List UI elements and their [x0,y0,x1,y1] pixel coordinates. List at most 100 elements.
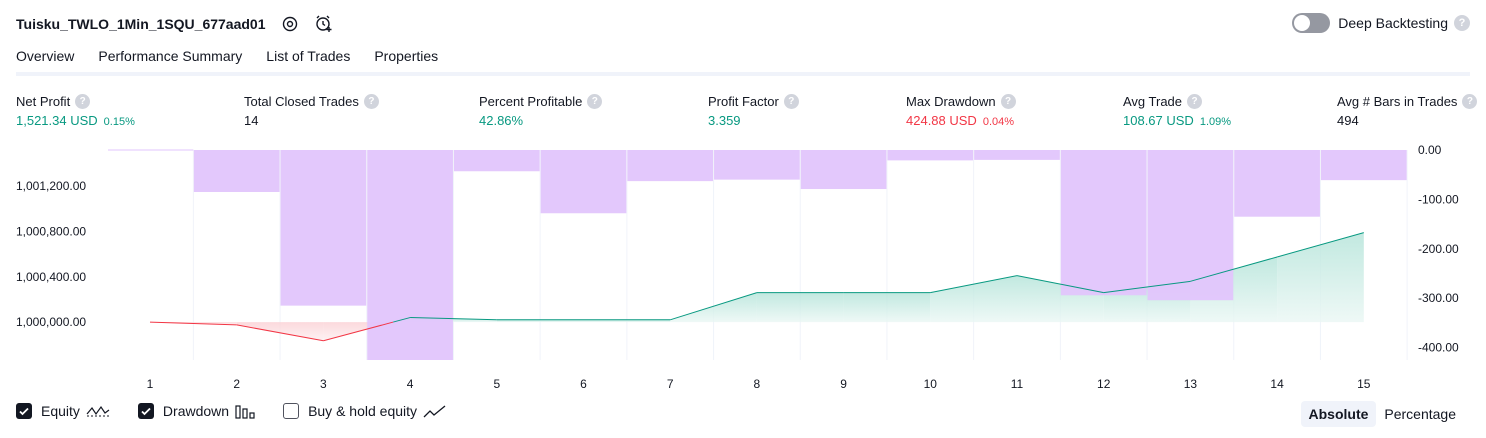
legend-buy-hold-label: Buy & hold equity [308,403,418,419]
strategy-header: Tuisku_TWLO_1Min_1SQU_677aad01 [16,12,334,36]
drawdown-bar [453,150,540,172]
stat-label: Total Closed Trades [244,94,359,109]
percentage-button[interactable]: Percentage [1384,406,1456,422]
legend-drawdown[interactable]: Drawdown [137,403,255,419]
equity-line-up [410,317,497,321]
y-left-tick-label: 1,000,000.00 [16,315,86,329]
drawdown-bar [887,150,974,161]
equity-checkbox[interactable] [16,403,32,419]
y-left-tick-label: 1,000,400.00 [16,270,86,284]
equity-area [236,322,324,341]
x-tick-label: 2 [233,377,240,391]
chart-legend: Equity Drawdown Buy & hold equity [16,403,475,419]
stat-percent-profitable: Percent Profitable? 42.86% [479,94,603,128]
equity-line-icon [86,404,110,418]
legend-equity[interactable]: Equity [16,403,110,419]
stat-value: 108.67 USD [1123,113,1194,128]
drawdown-checkbox[interactable] [137,403,154,419]
x-tick-label: 15 [1357,377,1371,391]
x-tick-label: 12 [1097,377,1111,391]
info-icon[interactable]: ? [1462,94,1478,109]
drawdown-bar [800,150,887,190]
stat-label: Avg Trade [1123,94,1183,109]
stat-value: 3.359 [708,113,741,128]
settings-icon[interactable] [280,14,300,34]
tab-overview[interactable]: Overview [16,48,75,76]
x-tick-label: 3 [320,377,327,391]
info-icon[interactable]: ? [363,94,379,109]
legend-drawdown-label: Drawdown [162,403,230,419]
y-left-tick-label: 1,001,200.00 [16,179,86,193]
equity-line-down [149,321,237,326]
deep-backtesting: Deep Backtesting ? [1292,13,1470,33]
drawdown-bar [1060,150,1147,296]
equity-area [930,275,1017,323]
deep-backtesting-label: Deep Backtesting [1338,15,1448,31]
equity-line-up [1276,232,1364,258]
x-tick-label: 4 [407,377,414,391]
info-icon[interactable]: ? [1187,94,1203,109]
drawdown-bar [280,150,367,306]
x-tick-label: 11 [1011,377,1024,391]
stat-percent: 0.15% [103,116,135,128]
drawdown-bar [714,150,800,180]
drawdown-bars-icon [235,403,255,419]
drawdown-bar [974,150,1060,160]
drawdown-bar [1234,150,1320,217]
equity-line-up [393,317,411,323]
legend-equity-label: Equity [41,403,80,419]
drawdown-bar [540,150,627,214]
stat-label: Max Drawdown [906,94,996,109]
stat-total-closed-trades: Total Closed Trades? 14 [244,94,379,128]
help-icon[interactable]: ? [1454,15,1470,31]
y-left-tick-label: 1,000,800.00 [16,225,86,239]
stat-label: Avg # Bars in Trades [1337,94,1458,109]
equity-line-up [1190,256,1278,282]
equity-line-up [1103,280,1191,294]
y-right-tick-label: -300.00 [1418,291,1459,305]
equity-line-up [1016,275,1104,294]
equity-area [670,292,757,323]
buy-hold-line-icon [423,404,447,418]
info-icon[interactable]: ? [587,94,603,109]
equity-area [1277,232,1364,323]
tab-bar: Overview Performance Summary List of Tra… [16,48,462,76]
tab-list-of-trades[interactable]: List of Trades [266,48,351,64]
stat-value: 42.86% [479,113,524,128]
drawdown-bar [1147,150,1234,301]
stat-value: 14 [244,113,259,128]
info-icon[interactable]: ? [1000,94,1016,109]
x-tick-label: 8 [754,377,761,391]
info-icon[interactable]: ? [783,94,799,109]
stat-percent: 0.04% [982,116,1015,128]
legend-buy-hold[interactable]: Buy & hold equity [283,403,447,419]
tab-properties[interactable]: Properties [374,48,439,64]
tab-performance-summary[interactable]: Performance Summary [98,48,243,64]
equity-line-up [670,292,758,321]
drawdown-bar [367,150,453,360]
strategy-title: Tuisku_TWLO_1Min_1SQU_677aad01 [16,16,266,32]
stat-value: 424.88 USD [906,113,977,128]
stat-profit-factor: Profit Factor? 3.359 [708,94,799,128]
stat-avg-trade: Avg Trade? 108.67 USD 1.09% [1123,94,1231,128]
tab-divider [16,72,1470,76]
buy-hold-checkbox[interactable] [283,403,300,419]
x-tick-label: 14 [1270,377,1284,391]
stat-value: 494 [1337,113,1359,128]
equity-area [583,319,671,323]
equity-line-up [930,275,1018,294]
info-icon[interactable]: ? [75,94,91,109]
stat-net-profit: Net Profit? 1,521.34 USD 0.15% [16,94,135,128]
x-tick-label: 7 [667,377,674,391]
equity-area [1017,275,1104,323]
y-right-tick-label: -200.00 [1418,242,1459,256]
deep-backtesting-toggle[interactable] [1292,13,1331,33]
stat-percent: 1.09% [1199,116,1232,128]
x-tick-label: 5 [493,377,500,391]
y-right-tick-label: 0.00 [1418,143,1442,157]
drawdown-bar [1320,150,1407,181]
y-right-tick-label: -100.00 [1418,192,1459,206]
absolute-button[interactable]: Absolute [1300,401,1377,427]
add-alert-icon[interactable] [314,14,334,34]
stat-label: Profit Factor [708,94,779,109]
